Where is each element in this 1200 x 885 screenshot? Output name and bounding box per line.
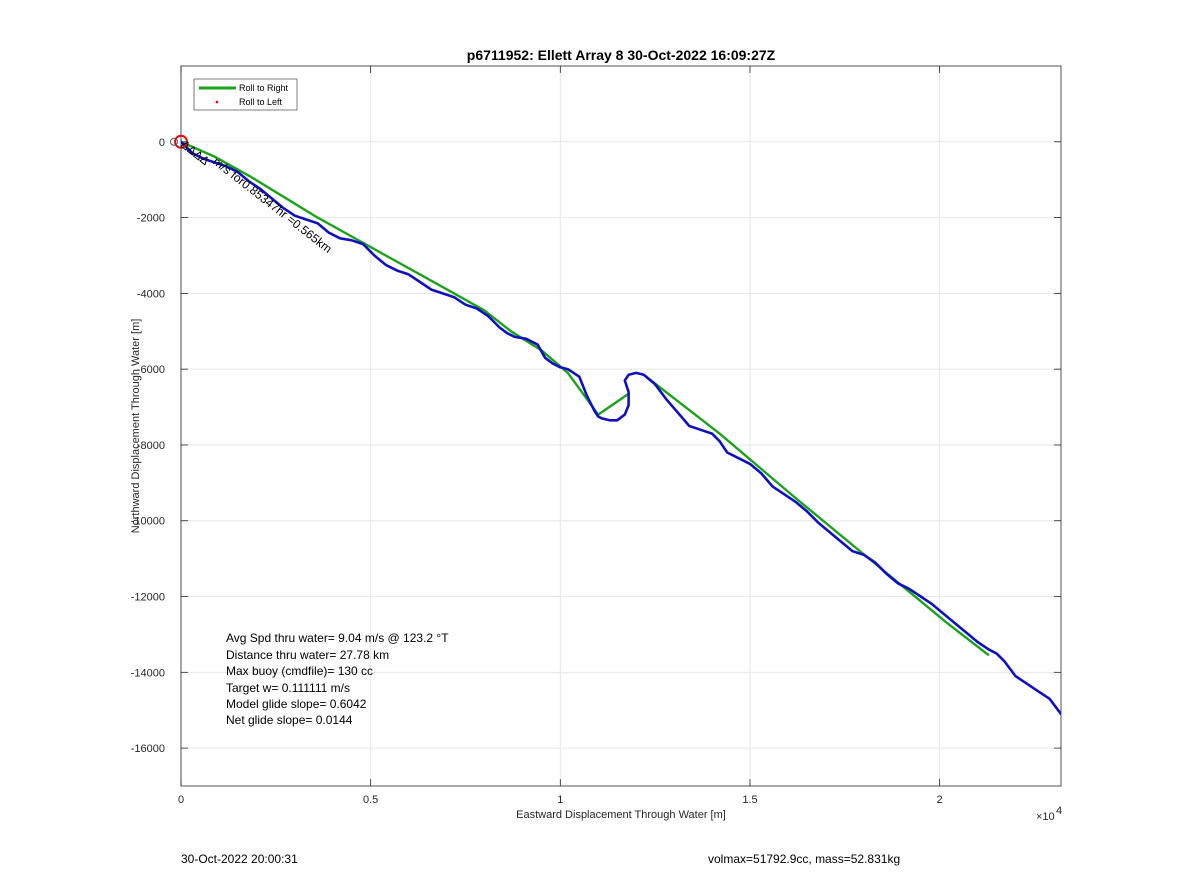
x-exponent: ×10 4 bbox=[1036, 805, 1062, 823]
y-tick-label-4: -8000 bbox=[137, 440, 165, 452]
series-group bbox=[181, 140, 1061, 716]
axes bbox=[180, 65, 1062, 787]
stats-target-w: Target w= 0.111111 m/s bbox=[226, 681, 350, 695]
start-marker-ring-0 bbox=[170, 137, 178, 146]
y-tick-label-7: -14000 bbox=[131, 667, 165, 679]
x-tick-label-0: 0 bbox=[178, 794, 184, 806]
glider-track-line bbox=[181, 140, 1061, 716]
stats-block: Avg Spd thru water= 9.04 m/s @ 123.2 °T … bbox=[226, 631, 449, 727]
y-tick-label-2: -4000 bbox=[137, 288, 165, 300]
stats-max-buoy: Max buoy (cmdfile)= 130 cc bbox=[226, 664, 373, 678]
y-axis-label: Northward Displacement Through Water [m] bbox=[130, 319, 142, 534]
stats-net-glide: Net glide slope= 0.0144 bbox=[226, 713, 353, 727]
x-exponent-label: ×10 bbox=[1036, 811, 1055, 823]
stats-distance: Distance thru water= 27.78 km bbox=[226, 648, 389, 662]
axes-box bbox=[180, 65, 1062, 787]
tick-labels: 0 0.5 1 1.5 2 0 -2000 -4000 -6000 -8000 -10000 -120… bbox=[131, 137, 943, 806]
plot-area bbox=[181, 66, 1061, 786]
stats-model-glide: Model glide slope= 0.6042 bbox=[226, 697, 367, 711]
y-tick-label-6: -12000 bbox=[131, 592, 165, 604]
y-tick-label-0: 0 bbox=[159, 137, 165, 149]
x-exponent-power: 4 bbox=[1056, 805, 1062, 817]
x-tick-label-4: 2 bbox=[937, 794, 943, 806]
y-tick-label-1: -2000 bbox=[137, 213, 165, 225]
footer-mass-info: volmax=51792.9cc, mass=52.831kg bbox=[708, 852, 901, 866]
chart-title: p6711952: Ellett Array 8 30-Oct-2022 16:… bbox=[467, 47, 776, 63]
y-tick-label-3: -6000 bbox=[137, 364, 165, 376]
x-tick-label-1: 0.5 bbox=[363, 794, 378, 806]
legend-box bbox=[193, 78, 298, 111]
legend-swatch-roll-left bbox=[215, 100, 219, 104]
legend: Roll to Right Roll to Left bbox=[193, 78, 298, 111]
roll-right-segment-1 bbox=[597, 392, 630, 416]
roll-right-segment-2 bbox=[643, 373, 990, 657]
legend-label-roll-right: Roll to Right bbox=[239, 83, 289, 93]
y-tick-label-8: -16000 bbox=[131, 743, 165, 755]
legend-label-roll-left: Roll to Left bbox=[239, 97, 283, 107]
series-layer bbox=[170, 134, 1061, 716]
y-tick-label-5: -10000 bbox=[131, 516, 165, 528]
roll-right-segment-0 bbox=[181, 140, 600, 416]
stats-avg-speed: Avg Spd thru water= 9.04 m/s @ 123.2 °T bbox=[226, 631, 449, 645]
x-tick-label-3: 1.5 bbox=[742, 794, 757, 806]
footer-timestamp: 30-Oct-2022 20:00:31 bbox=[181, 852, 298, 866]
x-axis-label: Eastward Displacement Through Water [m] bbox=[516, 809, 726, 821]
x-tick-label-2: 1 bbox=[557, 794, 563, 806]
start-marker-0 bbox=[174, 134, 188, 149]
grid-lines bbox=[180, 66, 1061, 786]
